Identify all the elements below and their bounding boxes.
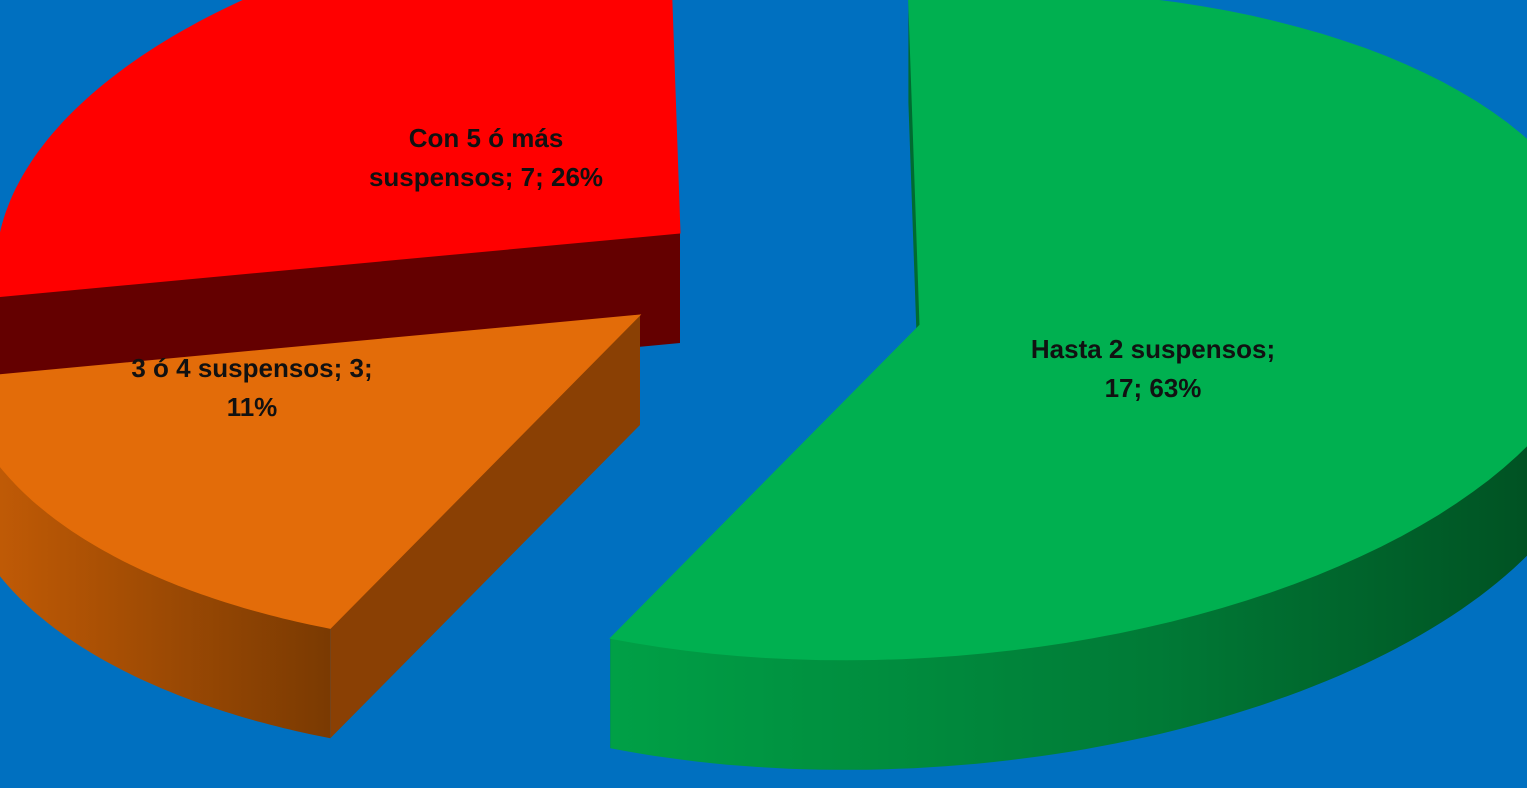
data-label-3-4-suspensos: 3 ó 4 suspensos; 3; 11% (131, 353, 372, 422)
data-label-line: Con 5 ó más (409, 123, 564, 153)
slice-rim (0, 466, 331, 739)
slice-top (0, 0, 681, 297)
data-label-line: suspensos; 7; 26% (369, 162, 603, 192)
data-label-line: 3 ó 4 suspensos; 3; (131, 353, 372, 383)
data-label-line: Hasta 2 suspensos; (1031, 334, 1275, 364)
slice-rim (610, 445, 1527, 770)
data-label-hasta-2-suspensos: Hasta 2 suspensos; 17; 63% (1031, 334, 1275, 403)
data-label-line: 17; 63% (1105, 373, 1202, 403)
pie-slice-hasta-2-suspensos (609, 0, 1527, 770)
slice-top (0, 314, 642, 629)
data-label-line: 11% (227, 392, 278, 422)
data-label-con-5-m-s-suspensos: Con 5 ó más suspensos; 7; 26% (369, 123, 603, 192)
slice-top (609, 0, 1527, 661)
slice-wall-start (908, 0, 920, 435)
pie-slice-3-4-suspensos (0, 314, 642, 739)
